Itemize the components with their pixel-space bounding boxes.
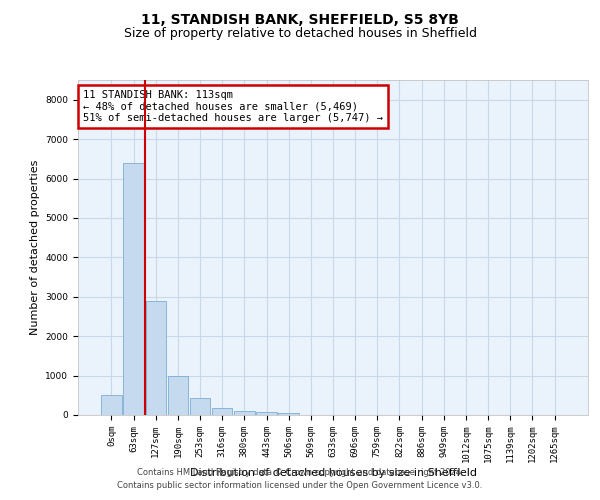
Text: Size of property relative to detached houses in Sheffield: Size of property relative to detached ho… (124, 28, 476, 40)
Bar (101, 396, 122, 415)
Text: 11, STANDISH BANK, SHEFFIELD, S5 8YB: 11, STANDISH BANK, SHEFFIELD, S5 8YB (141, 12, 459, 26)
Bar (212, 408, 232, 415)
Bar (146, 300, 166, 415)
Bar (124, 163, 144, 415)
Bar (167, 376, 188, 415)
X-axis label: Distribution of detached houses by size in Sheffield: Distribution of detached houses by size … (190, 468, 476, 478)
Text: 11 STANDISH BANK: 113sqm
← 48% of detached houses are smaller (5,469)
51% of sem: 11 STANDISH BANK: 113sqm ← 48% of detach… (83, 90, 383, 123)
Bar (256, 412, 277, 415)
Text: Contains HM Land Registry data © Crown copyright and database right 2024.: Contains HM Land Registry data © Crown c… (137, 468, 463, 477)
Y-axis label: Number of detached properties: Number of detached properties (30, 160, 40, 335)
Text: Contains public sector information licensed under the Open Government Licence v3: Contains public sector information licen… (118, 480, 482, 490)
Bar (278, 413, 299, 415)
Bar (234, 411, 254, 415)
Bar (190, 398, 210, 415)
